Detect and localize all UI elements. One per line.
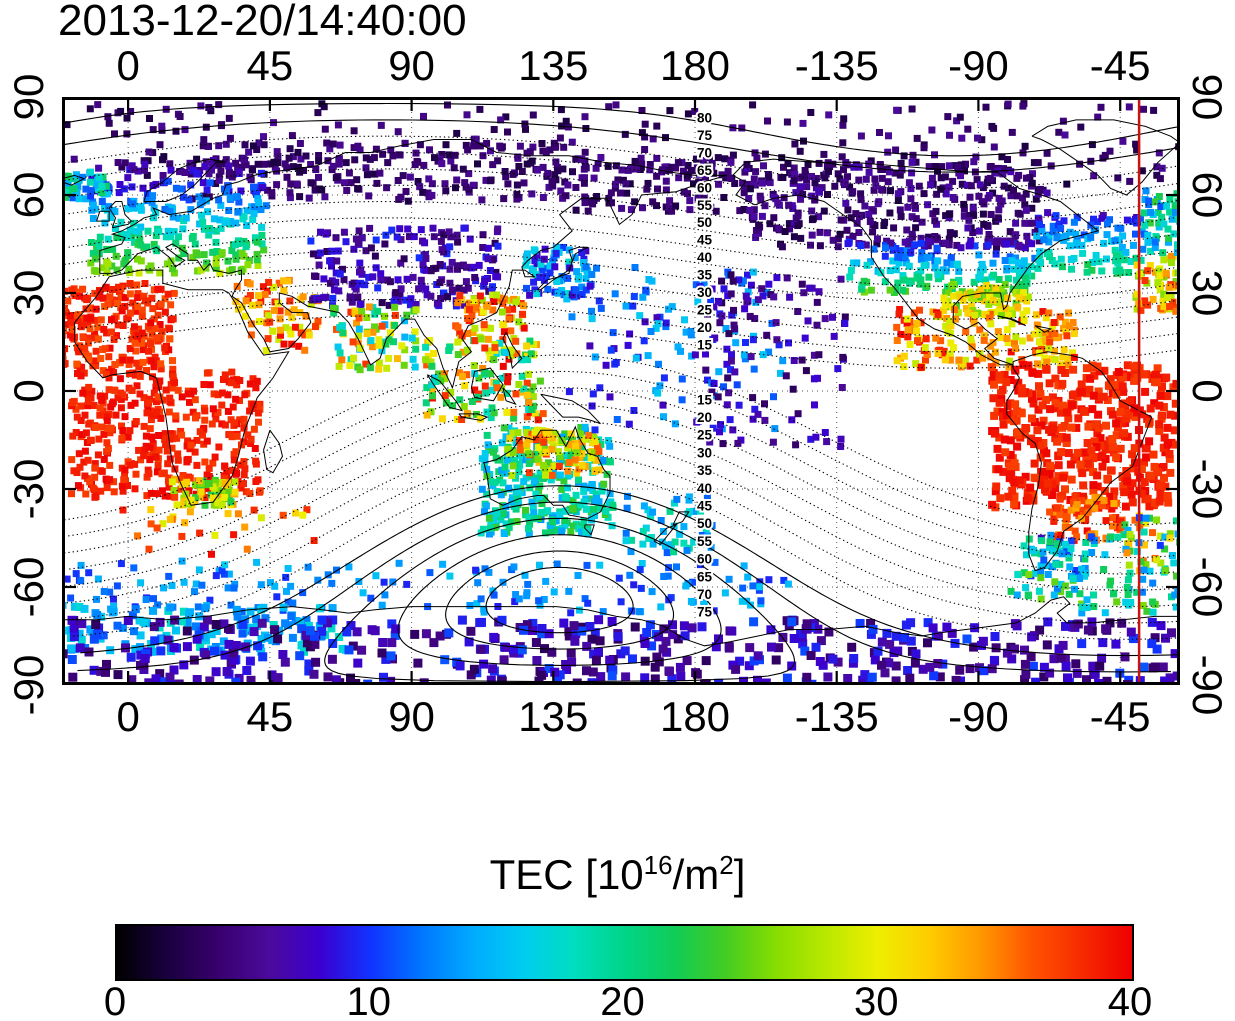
x-tick-label-bottom: 180: [659, 693, 731, 740]
x-tick-label-bottom: 135: [518, 693, 589, 740]
x-tick-label-top: 180: [659, 42, 731, 89]
y-tick-label-right: 60: [1184, 171, 1231, 219]
colorbar-tick-label: 20: [600, 980, 645, 1021]
plot-frame: [62, 97, 1180, 685]
y-tick-label-right: -30: [1184, 458, 1231, 520]
colorbar-tick-label: 10: [346, 980, 392, 1021]
y-tick-label-right: 0: [1184, 379, 1231, 403]
colorbar-title: TEC [1016/m2]: [489, 850, 746, 898]
y-tick-label-right: 30: [1184, 269, 1231, 317]
plot-title: 2013-12-20/14:40:00: [58, 0, 467, 45]
colorbar-tick-label: 40: [1107, 980, 1153, 1021]
x-tick-label-top: 135: [518, 42, 589, 89]
y-tick-label-left: 90: [5, 73, 52, 121]
y-tick-label-left: -60: [5, 556, 52, 618]
contour-labels: 1515202025253030353540404545505055556060…: [695, 109, 715, 622]
x-tick-label-bottom: 90: [388, 693, 435, 740]
x-tick-label-top: 0: [116, 42, 140, 89]
geomagnetic-contours: [62, 102, 1180, 683]
y-tick-label-left: 30: [5, 269, 52, 317]
y-tick-label-right: -60: [1184, 556, 1231, 618]
colorbar-tick-label: 0: [103, 980, 127, 1021]
x-tick-label-top: -90: [948, 42, 1009, 89]
x-tick-label-top: 45: [246, 42, 294, 89]
map-plot-area: 1515202025253030353540404545505055556060…: [62, 97, 1180, 685]
y-tick-label-left: 60: [5, 171, 52, 219]
x-tick-label-bottom: -45: [1089, 693, 1151, 740]
x-tick-label-bottom: 0: [116, 693, 140, 740]
x-tick-label-top: -45: [1089, 42, 1151, 89]
y-tick-label-left: -90: [5, 654, 52, 716]
y-tick-label-right: -90: [1184, 654, 1231, 716]
y-tick-label-left: -30: [5, 458, 52, 520]
colorbar: [115, 924, 1134, 981]
y-tick-label-left: 0: [5, 379, 52, 403]
x-tick-label-bottom: -90: [948, 693, 1009, 740]
colorbar-tick-label: 30: [854, 980, 899, 1021]
y-tick-label-right: 90: [1184, 73, 1231, 121]
axis-ticks: [64, 99, 1178, 683]
x-tick-label-bottom: -135: [794, 693, 879, 740]
x-tick-label-bottom: 45: [246, 693, 294, 740]
x-tick-label-top: 90: [388, 42, 435, 89]
x-tick-label-top: -135: [794, 42, 879, 89]
